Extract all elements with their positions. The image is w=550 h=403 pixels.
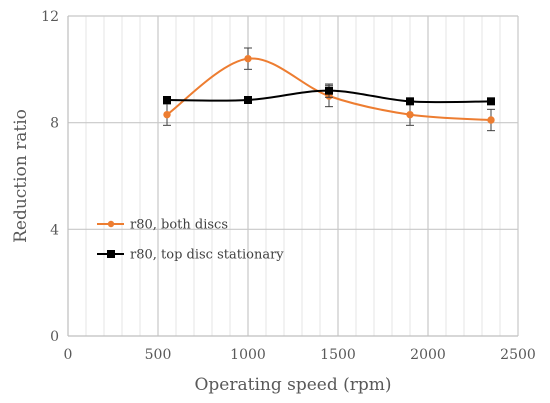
minor-gridlines <box>85 16 501 336</box>
x-tick-label: 1500 <box>320 347 356 363</box>
data-point <box>487 97 495 106</box>
data-point <box>163 110 171 119</box>
x-tick-label: 1000 <box>230 347 266 363</box>
data-point <box>244 96 252 104</box>
y-tick-label: 12 <box>41 9 59 25</box>
x-tick-label: 2000 <box>410 347 446 363</box>
data-point <box>163 96 171 104</box>
y-tick-label: 8 <box>50 116 59 132</box>
legend: r80, both discs r80, top disc stationary <box>97 218 284 263</box>
y-axis-title: Reduction ratio <box>11 109 31 243</box>
legend-label: r80, both discs <box>130 218 228 233</box>
series-1 <box>163 83 495 106</box>
axes <box>67 16 518 337</box>
x-axis-title: Operating speed (rpm) <box>194 375 391 395</box>
x-tick-label: 500 <box>145 347 172 363</box>
legend-label: r80, top disc stationary <box>130 248 284 263</box>
series-layer <box>163 47 495 132</box>
y-tick-label: 4 <box>50 222 59 238</box>
data-point <box>244 54 252 63</box>
data-point <box>325 86 333 95</box>
x-tick-label: 2500 <box>500 347 536 363</box>
major-gridlines <box>68 15 519 336</box>
y-tick-label: 0 <box>50 329 59 345</box>
legend-marker <box>107 220 115 228</box>
x-tick-label: 0 <box>64 347 73 363</box>
data-point <box>406 110 414 119</box>
tick-labels: 0 500 1000 1500 2000 2500 0 4 8 12 <box>41 9 536 363</box>
data-point <box>406 97 414 106</box>
legend-marker <box>107 250 115 258</box>
data-point <box>487 116 495 124</box>
